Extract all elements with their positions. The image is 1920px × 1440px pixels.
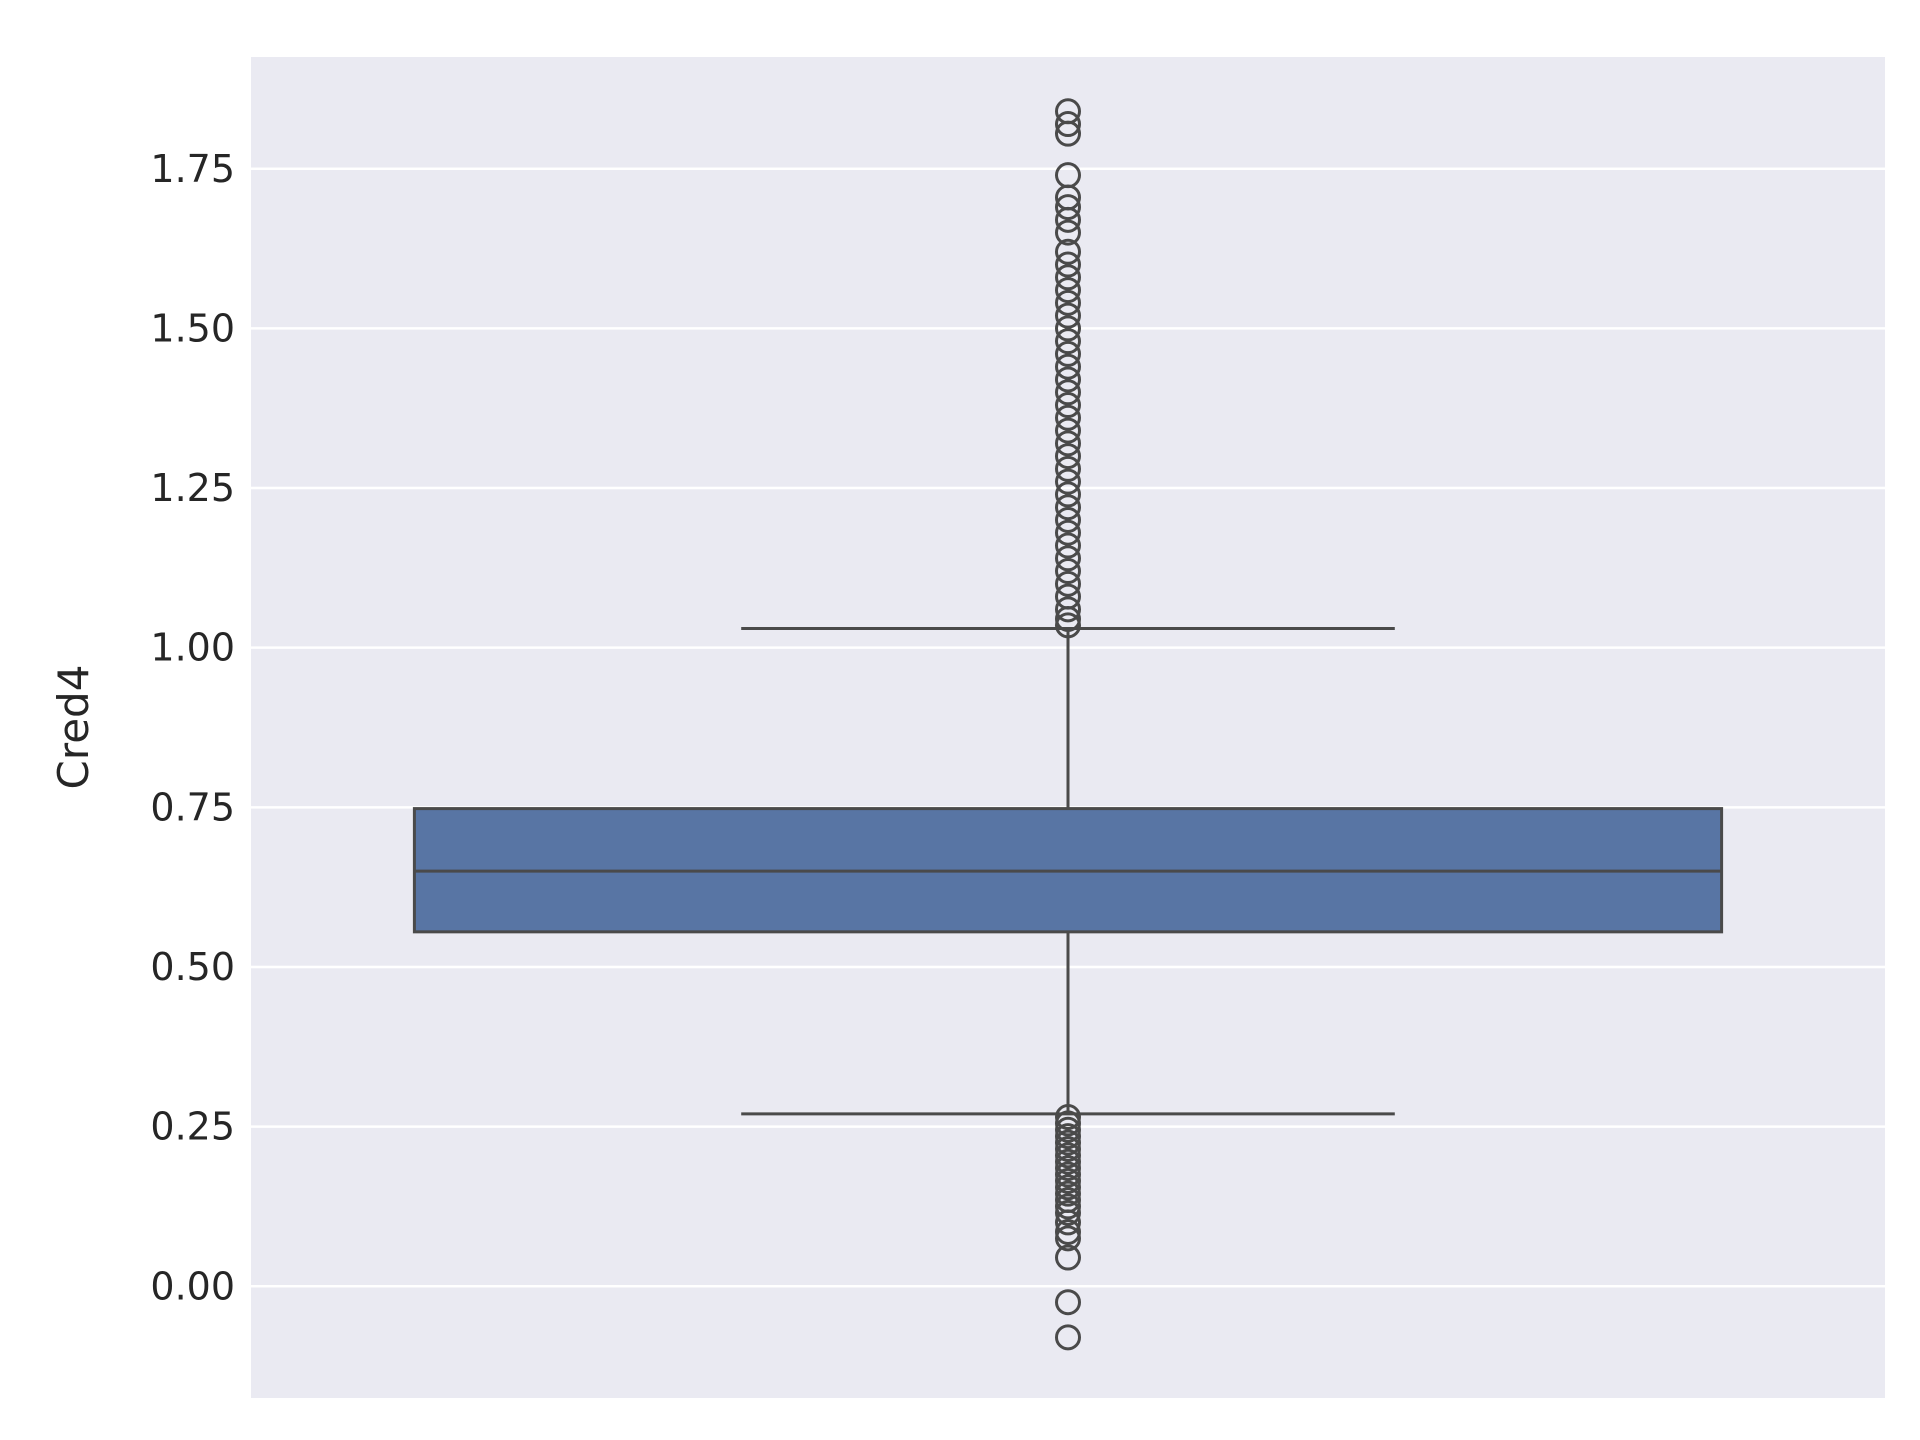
outlier-point-high: [1055, 455, 1081, 482]
outlier-point-low: [1055, 1116, 1081, 1143]
outlier-point-high: [1055, 219, 1081, 246]
y-tick-label: 0.50: [150, 945, 235, 989]
outlier-point-high: [1055, 366, 1081, 393]
outlier-point-low: [1055, 1244, 1081, 1271]
y-tick-label: 1.00: [150, 626, 235, 670]
outlier-point-high: [1055, 111, 1081, 138]
outlier-point-high: [1055, 340, 1081, 367]
outlier-point-high: [1055, 206, 1081, 233]
outlier-point-low: [1055, 1110, 1081, 1137]
outlier-point-high: [1055, 570, 1081, 597]
outlier-point-high: [1055, 194, 1081, 221]
outlier-point-low: [1055, 1167, 1081, 1194]
outlier-point-low: [1055, 1289, 1081, 1316]
outlier-point-low: [1055, 1218, 1081, 1245]
outlier-point-high: [1055, 430, 1081, 457]
outlier-point-low: [1055, 1199, 1081, 1226]
outlier-point-low: [1055, 1209, 1081, 1236]
outlier-point-low: [1055, 1161, 1081, 1188]
outlier-point-high: [1055, 353, 1081, 380]
outlier-point-high: [1055, 277, 1081, 304]
outlier-point-high: [1055, 558, 1081, 585]
outlier-point-low: [1055, 1142, 1081, 1169]
outlier-point-high: [1055, 506, 1081, 533]
outlier-point-low: [1055, 1324, 1081, 1351]
y-tick-label: 1.50: [150, 306, 235, 350]
outlier-point-high: [1055, 545, 1081, 572]
outlier-point-low: [1055, 1104, 1081, 1131]
y-tick-labels: 0.00 0.25 0.50 0.75 1.00 1.25 1.50 1.75: [150, 147, 235, 1309]
outlier-point-high: [1055, 404, 1081, 431]
outlier-point-low: [1055, 1225, 1081, 1252]
outlier-point-high: [1055, 120, 1081, 147]
outlier-point-high: [1055, 328, 1081, 355]
outlier-point-high: [1055, 605, 1081, 632]
y-axis-label: Cred4: [49, 665, 98, 790]
outlier-point-high: [1055, 532, 1081, 559]
outlier-point-high: [1055, 443, 1081, 470]
outlier-point-high: [1055, 289, 1081, 316]
outlier-point-low: [1055, 1155, 1081, 1182]
outlier-point-low: [1055, 1180, 1081, 1207]
outlier-point-low: [1055, 1193, 1081, 1220]
outlier-point-high: [1055, 315, 1081, 342]
outlier-point-high: [1055, 417, 1081, 444]
outlier-point-high: [1055, 519, 1081, 546]
outlier-point-low: [1055, 1129, 1081, 1156]
outlier-point-high: [1055, 596, 1081, 623]
outlier-point-high: [1055, 379, 1081, 406]
box-plot: [412, 98, 1724, 1351]
outlier-point-high: [1055, 238, 1081, 265]
outlier-point-high: [1055, 494, 1081, 521]
outlier-point-high: [1055, 251, 1081, 278]
y-tick-label: 1.25: [150, 466, 235, 510]
outlier-point-high: [1055, 302, 1081, 329]
outlier-point-low: [1055, 1148, 1081, 1175]
y-tick-label: 1.75: [150, 147, 235, 191]
y-tick-label: 0.75: [150, 785, 235, 829]
outlier-point-high: [1055, 481, 1081, 508]
outlier-point-high: [1055, 264, 1081, 291]
outlier-point-high: [1055, 392, 1081, 419]
outlier-point-high: [1055, 612, 1081, 639]
outlier-point-low: [1055, 1123, 1081, 1150]
y-tick-label: 0.00: [150, 1264, 235, 1308]
outlier-point-low: [1055, 1174, 1081, 1201]
outlier-point-low: [1055, 1135, 1081, 1162]
outlier-point-high: [1055, 468, 1081, 495]
y-tick-label: 0.25: [150, 1105, 235, 1149]
